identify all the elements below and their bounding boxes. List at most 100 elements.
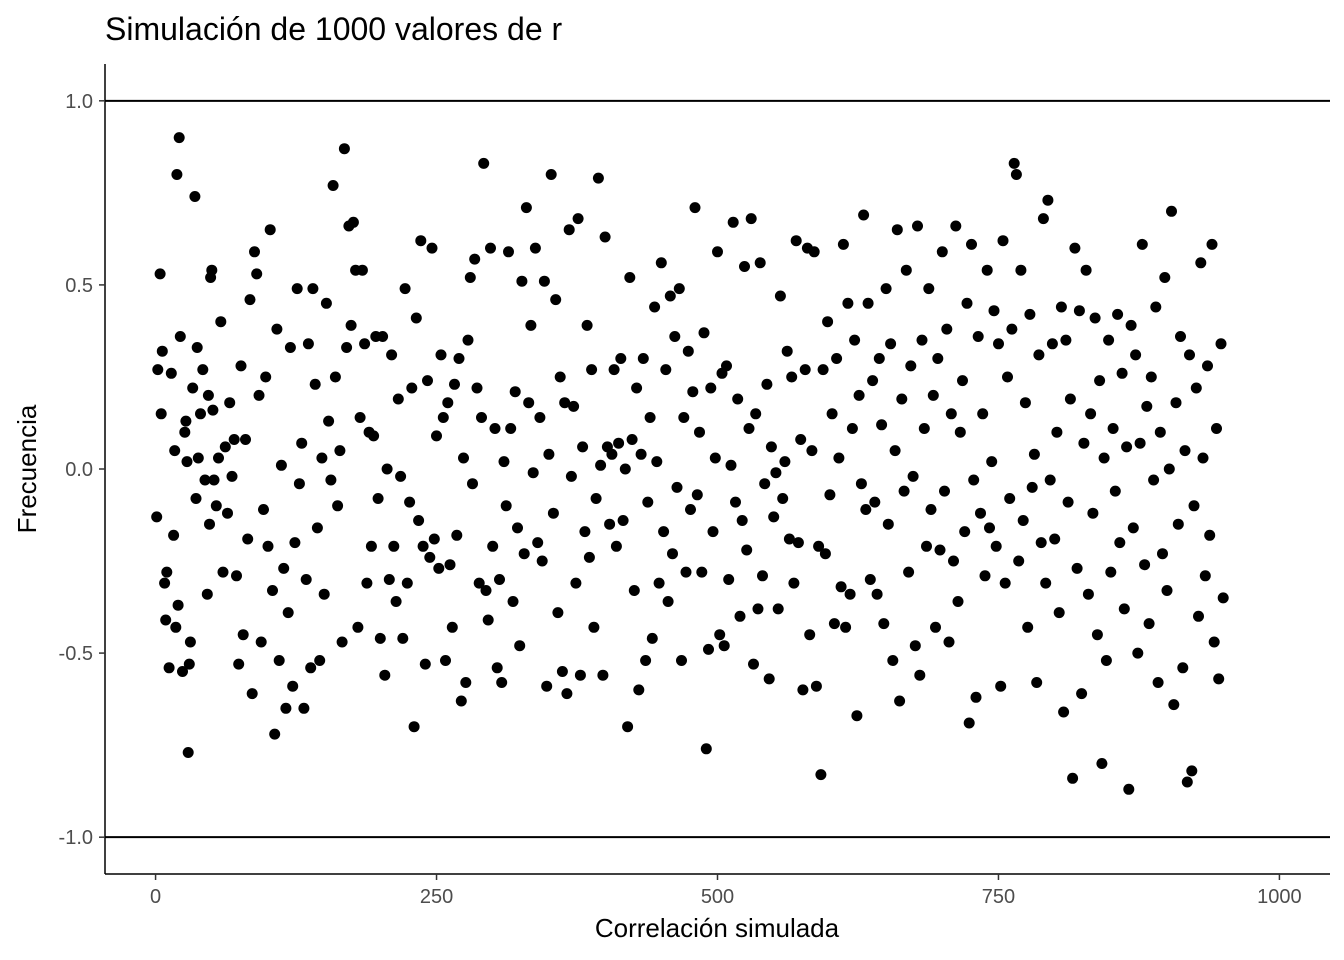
data-point [563, 224, 575, 236]
data-point [833, 452, 845, 464]
data-point [694, 426, 705, 438]
data-point [678, 412, 690, 423]
data-point [431, 430, 442, 442]
data-point [471, 382, 483, 394]
data-point [606, 448, 618, 460]
data-point [1184, 349, 1195, 361]
data-point [592, 172, 604, 184]
data-point [750, 408, 762, 420]
data-point [244, 294, 256, 306]
data-point [1215, 338, 1227, 350]
data-point [280, 702, 292, 714]
data-point [1202, 360, 1213, 372]
data-point [995, 680, 1007, 692]
data-point [1121, 441, 1133, 453]
data-point [359, 338, 371, 350]
data-point [500, 500, 512, 512]
data-point [925, 504, 937, 515]
data-point [624, 272, 636, 283]
data-point [1058, 706, 1070, 718]
data-point [523, 397, 535, 409]
data-point [977, 408, 989, 420]
data-point [770, 467, 782, 479]
data-point [207, 404, 219, 416]
data-point [159, 577, 171, 589]
data-point [761, 378, 773, 390]
data-point [604, 518, 616, 530]
data-point [703, 643, 714, 655]
data-point [772, 603, 784, 615]
data-point [1103, 334, 1115, 346]
data-point [1213, 673, 1225, 685]
data-point [658, 526, 670, 538]
data-point [275, 459, 287, 471]
data-point [202, 389, 214, 401]
data-point [155, 408, 167, 420]
data-point [1204, 529, 1216, 541]
data-point [626, 434, 638, 445]
data-point [936, 246, 948, 258]
data-point [446, 621, 458, 633]
data-point [399, 283, 411, 295]
data-point [1069, 242, 1081, 254]
data-point [828, 618, 840, 630]
x-tick-label: 0 [150, 886, 161, 908]
data-point [505, 423, 517, 434]
data-point [334, 445, 346, 457]
data-point [1136, 238, 1148, 250]
data-point [368, 430, 380, 442]
data-point [1105, 566, 1117, 578]
data-point [707, 526, 719, 538]
data-point [806, 445, 818, 457]
data-point [184, 636, 196, 648]
data-point [251, 268, 263, 280]
data-point [406, 382, 418, 394]
data-point [498, 456, 510, 468]
data-point [718, 640, 730, 652]
data-point [1055, 301, 1067, 313]
data-point [1154, 426, 1166, 438]
data-point [260, 371, 272, 383]
data-point [516, 275, 528, 287]
data-point [891, 224, 903, 236]
data-point [1019, 397, 1031, 409]
data-point [554, 371, 566, 383]
data-point [1197, 452, 1209, 464]
data-point [179, 426, 191, 438]
data-point [1031, 677, 1043, 688]
data-point [608, 364, 620, 376]
data-point [543, 448, 555, 460]
data-point [860, 504, 872, 515]
data-point [397, 632, 409, 644]
data-point [842, 297, 854, 309]
data-point [273, 655, 285, 666]
data-point [943, 636, 955, 648]
data-point [1091, 629, 1103, 641]
data-point [258, 504, 269, 515]
data-point [415, 235, 427, 247]
data-point [649, 301, 661, 313]
data-point [293, 478, 305, 490]
data-point [160, 614, 172, 626]
data-point [201, 588, 213, 600]
data-point [1006, 323, 1018, 335]
data-point [552, 607, 564, 619]
data-point [1188, 500, 1200, 512]
data-point [743, 423, 755, 434]
data-point [615, 353, 627, 364]
data-point [401, 577, 413, 589]
data-point [213, 452, 224, 464]
data-point [903, 566, 915, 578]
data-point [428, 533, 440, 545]
data-point [181, 456, 193, 468]
y-axis-title: Frecuencia [12, 404, 42, 533]
data-point [622, 721, 634, 733]
data-point [433, 562, 445, 574]
data-point [1134, 437, 1146, 449]
data-point [496, 677, 508, 688]
data-point [512, 522, 523, 534]
data-point [462, 334, 474, 346]
data-point [309, 378, 321, 390]
data-point [873, 353, 885, 364]
data-point [817, 364, 829, 376]
